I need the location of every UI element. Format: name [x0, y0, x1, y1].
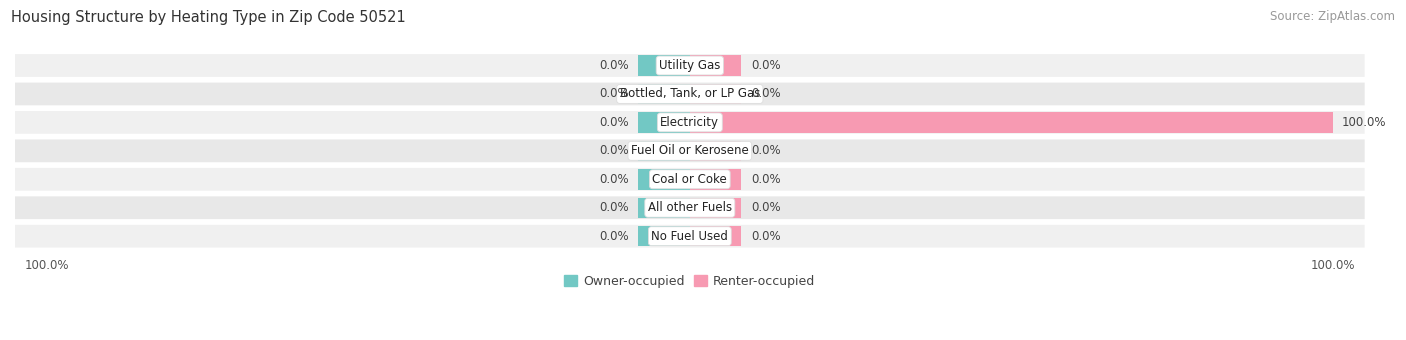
Bar — [638, 198, 690, 218]
FancyBboxPatch shape — [15, 168, 1365, 191]
FancyBboxPatch shape — [15, 111, 1365, 134]
Text: Fuel Oil or Kerosene: Fuel Oil or Kerosene — [631, 144, 749, 157]
FancyBboxPatch shape — [15, 54, 1365, 77]
Text: 0.0%: 0.0% — [751, 201, 780, 214]
Text: Housing Structure by Heating Type in Zip Code 50521: Housing Structure by Heating Type in Zip… — [11, 10, 406, 25]
Text: No Fuel Used: No Fuel Used — [651, 230, 728, 243]
Text: All other Fuels: All other Fuels — [648, 201, 733, 214]
Bar — [690, 84, 741, 104]
Bar — [638, 112, 690, 133]
Text: 0.0%: 0.0% — [599, 230, 628, 243]
Text: Utility Gas: Utility Gas — [659, 59, 720, 72]
Bar — [690, 141, 741, 161]
FancyBboxPatch shape — [15, 197, 1365, 219]
Bar — [690, 112, 1333, 133]
Bar — [638, 169, 690, 189]
Text: 100.0%: 100.0% — [1343, 116, 1386, 129]
Bar — [690, 169, 741, 189]
FancyBboxPatch shape — [15, 139, 1365, 162]
Text: Source: ZipAtlas.com: Source: ZipAtlas.com — [1270, 10, 1395, 23]
Legend: Owner-occupied, Renter-occupied: Owner-occupied, Renter-occupied — [560, 270, 821, 293]
Text: Coal or Coke: Coal or Coke — [652, 173, 727, 186]
Text: 0.0%: 0.0% — [599, 59, 628, 72]
Text: 0.0%: 0.0% — [599, 173, 628, 186]
FancyBboxPatch shape — [15, 83, 1365, 105]
Bar — [690, 55, 741, 76]
Bar — [690, 198, 741, 218]
Text: Electricity: Electricity — [661, 116, 720, 129]
FancyBboxPatch shape — [15, 225, 1365, 248]
Text: 0.0%: 0.0% — [599, 201, 628, 214]
Bar — [638, 141, 690, 161]
Text: 0.0%: 0.0% — [751, 144, 780, 157]
Text: Bottled, Tank, or LP Gas: Bottled, Tank, or LP Gas — [620, 87, 761, 100]
Bar — [638, 55, 690, 76]
Text: 0.0%: 0.0% — [599, 87, 628, 100]
Text: 0.0%: 0.0% — [751, 230, 780, 243]
Text: 0.0%: 0.0% — [599, 144, 628, 157]
Text: 0.0%: 0.0% — [751, 173, 780, 186]
Text: 0.0%: 0.0% — [751, 87, 780, 100]
Text: 0.0%: 0.0% — [751, 59, 780, 72]
Bar — [638, 84, 690, 104]
Bar — [690, 226, 741, 246]
Bar — [638, 226, 690, 246]
Text: 0.0%: 0.0% — [599, 116, 628, 129]
